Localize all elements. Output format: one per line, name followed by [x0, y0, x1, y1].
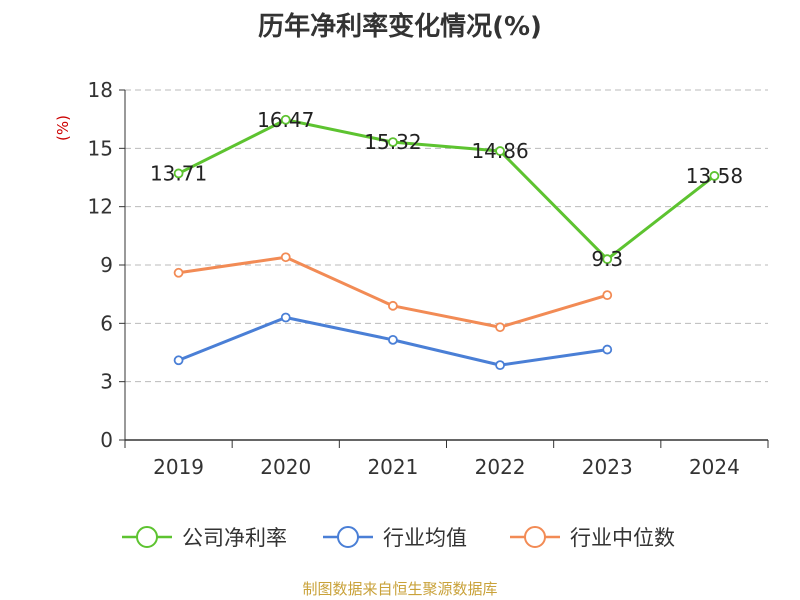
legend-item[interactable]: 公司净利率	[122, 526, 287, 550]
x-tick-label: 2019	[153, 455, 204, 479]
data-label: 13.71	[150, 161, 207, 185]
legend-label: 公司净利率	[182, 526, 287, 550]
data-point	[173, 168, 184, 179]
data-point	[602, 290, 613, 301]
legend-item[interactable]: 行业均值	[323, 526, 467, 550]
data-label: 9.3	[591, 247, 623, 271]
legend-label: 行业均值	[383, 526, 467, 550]
data-point	[388, 300, 398, 311]
legend-marker	[524, 526, 546, 548]
data-point	[173, 267, 184, 278]
data-label: 14.86	[471, 139, 528, 163]
chart-title: 历年净利率变化情况(%)	[258, 12, 542, 42]
x-tick-label: 2021	[367, 455, 418, 479]
y-tick-label: 3	[100, 370, 113, 394]
axis-layer: 0 3 6 9 12 15 18 2019 2020 2021 2022 2023 2024 (%)	[54, 78, 769, 479]
y-tick-label: 6	[100, 311, 113, 335]
source-note: 制图数据来自恒生聚源数据库	[302, 580, 498, 598]
legend-marker	[136, 526, 158, 548]
y-tick-label: 15	[88, 136, 113, 160]
data-point	[495, 146, 505, 156]
grid-layer	[125, 89, 768, 383]
data-point	[388, 137, 398, 148]
y-tick-label: 12	[88, 195, 113, 219]
data-point	[495, 322, 505, 333]
legend-item[interactable]: 行业中位数	[510, 526, 675, 550]
y-tick-label: 9	[100, 253, 113, 277]
data-point	[280, 252, 291, 263]
x-tick-label: 2023	[582, 455, 633, 479]
x-tick-label: 2022	[475, 455, 526, 479]
data-point	[495, 360, 505, 371]
data-point	[280, 114, 291, 125]
y-tick-label: 0	[100, 428, 113, 452]
data-point	[173, 355, 184, 366]
label-layer: 13.71 16.47 15.32 14.86 9.3 13.58	[150, 108, 743, 271]
data-point	[280, 312, 291, 323]
y-tick-label: 18	[88, 78, 113, 102]
series-layer	[173, 114, 720, 371]
data-point	[602, 254, 613, 265]
legend: 公司净利率 行业均值 行业中位数	[122, 526, 675, 550]
legend-marker	[337, 526, 359, 548]
series-line	[177, 118, 716, 261]
data-point	[602, 344, 613, 355]
data-point	[388, 334, 398, 345]
data-label: 13.58	[686, 164, 743, 188]
data-label: 16.47	[257, 108, 314, 132]
x-tick-label: 2024	[689, 455, 740, 479]
x-tick-label: 2020	[260, 455, 311, 479]
series-line	[178, 255, 608, 329]
data-label: 15.32	[364, 130, 421, 154]
y-axis-label: (%)	[54, 115, 72, 141]
data-point	[709, 171, 720, 181]
legend-label: 行业中位数	[570, 526, 675, 550]
